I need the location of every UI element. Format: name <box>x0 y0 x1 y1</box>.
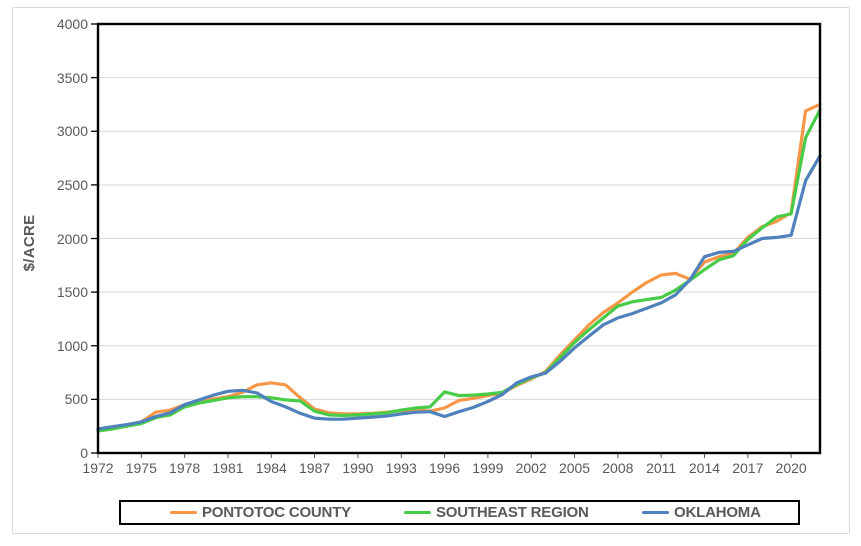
x-tick-label: 2014 <box>688 460 721 476</box>
legend-label-oklahoma: OKLAHOMA <box>674 504 761 521</box>
x-tick-label: 1978 <box>169 460 201 476</box>
y-tick-label: 3500 <box>56 69 88 86</box>
legend-entry-pontotoc-county: PONTOTOC COUNTY <box>170 502 351 523</box>
x-tick-label: 2005 <box>558 460 591 476</box>
y-tick-label: 2500 <box>56 176 88 193</box>
chart-outer-frame <box>12 7 850 534</box>
x-tick-label: 1984 <box>255 460 287 476</box>
x-tick-label: 1996 <box>428 460 461 476</box>
legend-entry-southeast-region: SOUTHEAST REGION <box>404 502 589 523</box>
x-tick-label: 1981 <box>212 460 244 476</box>
x-tick-label: 2020 <box>775 460 807 476</box>
southeast-region-line-swatch <box>404 511 431 514</box>
x-tick-label: 1993 <box>385 460 417 476</box>
legend-label-southeast-region: SOUTHEAST REGION <box>436 504 589 521</box>
x-tick-label: 2017 <box>732 460 764 476</box>
y-tick-label: 1500 <box>56 284 88 301</box>
legend: PONTOTOC COUNTY SOUTHEAST REGION OKLAHOM… <box>119 500 800 525</box>
x-tick-label: 2008 <box>602 460 634 476</box>
x-tick-label: 1972 <box>82 460 114 476</box>
legend-entry-oklahoma: OKLAHOMA <box>642 502 761 523</box>
pontotoc-county-line-swatch <box>170 511 197 514</box>
oklahoma-line-swatch <box>642 511 669 514</box>
x-tick-label: 1987 <box>299 460 331 476</box>
y-tick-label: 2000 <box>56 230 88 247</box>
y-tick-label: 3000 <box>56 123 88 140</box>
legend-label-pontotoc-county: PONTOTOC COUNTY <box>202 504 351 521</box>
y-tick-label: 4000 <box>56 16 88 32</box>
y-tick-label: 1000 <box>56 337 88 354</box>
x-tick-label: 1975 <box>125 460 157 476</box>
x-tick-label: 2002 <box>515 460 547 476</box>
y-tick-label: 0 <box>80 445 88 461</box>
x-tick-label: 1999 <box>472 460 504 476</box>
x-tick-label: 1990 <box>342 460 374 476</box>
y-tick-label: 500 <box>64 391 88 408</box>
x-tick-label: 2011 <box>646 460 677 476</box>
